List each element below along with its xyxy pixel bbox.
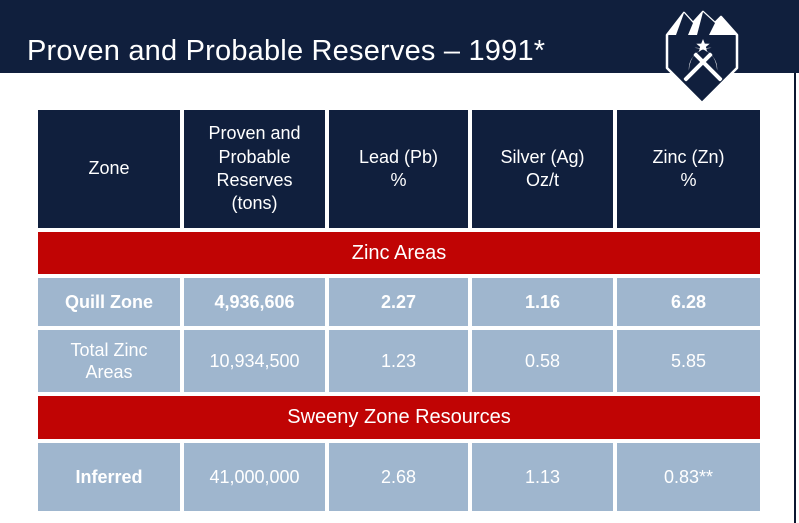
cell-quill-lead: 2.27 bbox=[329, 278, 468, 326]
reserves-table: Zone Proven and Probable Reserves (tons)… bbox=[38, 110, 760, 511]
right-edge-rule bbox=[794, 73, 796, 523]
cell-quill-zinc: 6.28 bbox=[617, 278, 760, 326]
cell-quill-zone: Quill Zone bbox=[38, 278, 180, 326]
section-band-zinc-areas: Zinc Areas bbox=[38, 232, 760, 274]
col-header-zone: Zone bbox=[38, 110, 180, 228]
star-icon bbox=[696, 39, 710, 52]
cell-inferred-silver: 1.13 bbox=[472, 443, 613, 511]
cell-totalzinc-lead: 1.23 bbox=[329, 330, 468, 392]
col-header-silver: Silver (Ag) Oz/t bbox=[472, 110, 613, 228]
cell-totalzinc-silver: 0.58 bbox=[472, 330, 613, 392]
col-header-zinc: Zinc (Zn) % bbox=[617, 110, 760, 228]
mountains-icon bbox=[667, 12, 737, 35]
section-band-sweeny-zone: Sweeny Zone Resources bbox=[38, 396, 760, 439]
cell-quill-tons: 4,936,606 bbox=[184, 278, 325, 326]
cell-inferred-zinc: 0.83** bbox=[617, 443, 760, 511]
cell-totalzinc-tons: 10,934,500 bbox=[184, 330, 325, 392]
slide-title: Proven and Probable Reserves – 1991* bbox=[27, 35, 546, 67]
cell-inferred-tons: 41,000,000 bbox=[184, 443, 325, 511]
cell-inferred-zone: Inferred bbox=[38, 443, 180, 511]
cell-totalzinc-zone: Total Zinc Areas bbox=[38, 330, 180, 392]
crossed-pickaxes-icon bbox=[683, 47, 723, 82]
cell-totalzinc-zinc: 5.85 bbox=[617, 330, 760, 392]
col-header-lead: Lead (Pb) % bbox=[329, 110, 468, 228]
cell-quill-silver: 1.16 bbox=[472, 278, 613, 326]
company-crest-logo bbox=[665, 10, 739, 105]
cell-inferred-lead: 2.68 bbox=[329, 443, 468, 511]
col-header-tons: Proven and Probable Reserves (tons) bbox=[184, 110, 325, 228]
